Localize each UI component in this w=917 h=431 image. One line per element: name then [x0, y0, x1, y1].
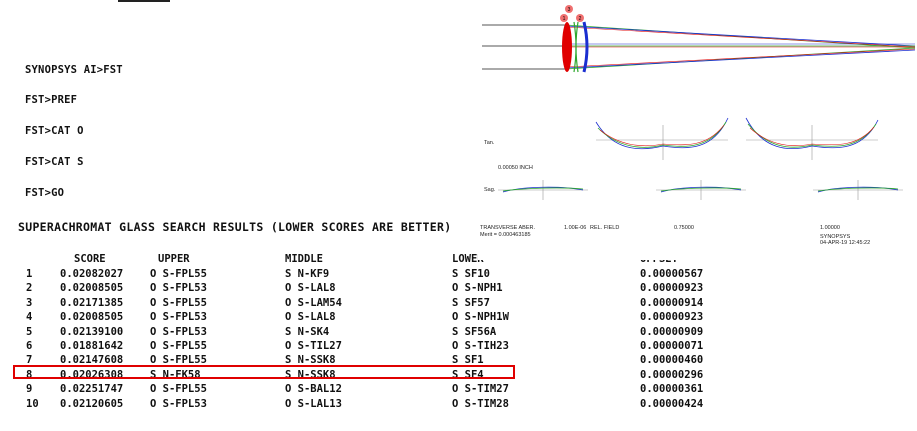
tan-label: Tan. — [484, 140, 495, 146]
table-cell-upper: O S-FPL53 — [150, 325, 207, 338]
table-cell-upper: O S-FPL55 — [150, 340, 207, 352]
table-cell-n: 6 — [26, 340, 33, 352]
table-cell-n: 10 — [26, 397, 39, 410]
table-cell-n: 7 — [26, 354, 33, 367]
table-cell-score: 0.02171385 — [60, 296, 124, 309]
command-line-4: FST>CAT S — [25, 156, 84, 168]
table-cell-middle: O S-TIL27 — [285, 340, 342, 352]
table-cell-middle: S N-SSK8 — [285, 354, 336, 367]
lens-elements: 3 1 2 — [560, 5, 589, 73]
table-cell-n: 5 — [26, 325, 33, 338]
highlight-box-row-7 — [13, 365, 515, 379]
column-header-lower: LOWER — [452, 253, 484, 265]
command-line-3: FST>CAT O — [25, 125, 84, 137]
table-cell-score: 0.02008505 — [60, 311, 124, 324]
table-cell-lower: S SF56A — [452, 325, 497, 338]
table-cell-n: 4 — [26, 311, 33, 324]
results-heading: SUPERACHROMAT GLASS SEARCH RESULTS (LOWE… — [18, 220, 452, 234]
table-cell-n: 1 — [26, 268, 33, 280]
table-cell-score: 0.02082027 — [60, 268, 124, 280]
field-full-value: 1.00000 — [820, 225, 840, 231]
table-cell-score: 0.02251747 — [60, 383, 124, 396]
column-header-upper: UPPER — [158, 253, 190, 265]
sag-label: Sag. — [484, 187, 496, 193]
rel-field-label: REL. FIELD — [590, 225, 620, 231]
table-cell-middle: O S-LAL8 — [285, 311, 336, 324]
table-cell-offset: 0.00000923 — [640, 282, 704, 295]
table-cell-middle: S N-SK4 — [285, 325, 330, 338]
svg-text:2: 2 — [579, 16, 582, 22]
timestamp: 04-APR-19 12:45:22 — [820, 240, 871, 246]
lens-analysis-panel: 3 1 2 — [478, 0, 917, 260]
table-cell-offset: 0.00000296 — [640, 368, 704, 381]
table-cell-upper: O S-FPL55 — [150, 268, 207, 280]
program-name: SYNOPSYS — [820, 234, 851, 240]
table-cell-lower: S SF1 — [452, 354, 484, 367]
table-cell-score: 0.02139100 — [60, 325, 124, 338]
table-cell-offset: 0.00000914 — [640, 296, 704, 309]
command-line-5: FST>GO — [25, 187, 65, 199]
lens-plot-svg: 3 1 2 — [482, 5, 916, 200]
table-cell-upper: O S-FPL53 — [150, 397, 207, 410]
table-cell-offset: 0.00000909 — [640, 325, 704, 338]
table-cell-offset: 0.00000923 — [640, 311, 704, 324]
command-line-2: FST>PREF — [25, 94, 78, 106]
table-cell-middle: O S-LAM54 — [285, 296, 342, 309]
table-cell-upper: O S-FPL55 — [150, 354, 207, 367]
transverse-aber-label: TRANSVERSE ABER. — [480, 225, 536, 231]
table-cell-upper: O S-FPL53 — [150, 282, 207, 295]
table-cell-upper: O S-FPL55 — [150, 383, 207, 396]
scale-label: 0.00050 INCH — [498, 165, 533, 171]
table-cell-offset: 0.00000460 — [640, 354, 704, 367]
table-cell-middle: S N-KF9 — [285, 268, 330, 280]
tan-plot — [595, 117, 879, 160]
table-cell-lower: S SF57 — [452, 296, 490, 309]
column-header-score: SCORE — [74, 253, 106, 265]
table-cell-offset: 0.00000567 — [640, 268, 704, 280]
table-cell-n: 8 — [26, 368, 33, 381]
table-cell-middle: O S-BAL12 — [285, 383, 342, 396]
table-cell-upper: O S-FPL53 — [150, 311, 207, 324]
table-cell-score: 0.02147608 — [60, 354, 124, 367]
svg-text:3: 3 — [568, 7, 571, 13]
table-cell-offset: 0.00000361 — [640, 383, 704, 396]
table-cell-score: 0.01881642 — [60, 340, 124, 352]
command-line-1: SYNOPSYS AI>FST — [25, 64, 123, 76]
merit-label: Merit = 0.000463185 — [480, 232, 531, 238]
table-cell-lower: O S-TIM27 — [452, 383, 509, 396]
scale-value: 1.00E-06 — [564, 225, 587, 231]
sag-plot — [498, 180, 903, 200]
table-cell-n: 2 — [26, 282, 33, 295]
table-cell-middle: O S-LAL8 — [285, 282, 336, 295]
table-cell-score: 0.02008505 — [60, 282, 124, 295]
column-header-middle: MIDDLE — [285, 253, 323, 265]
table-cell-lower: O S-TIM28 — [452, 397, 509, 410]
table-cell-lower: O S-NPH1 — [452, 282, 503, 295]
table-cell-lower: O S-NPH1W — [452, 311, 509, 324]
table-cell-n: 3 — [26, 296, 33, 309]
table-cell-offset: 0.00000424 — [640, 397, 704, 410]
table-cell-upper: O S-FPL55 — [150, 296, 207, 309]
svg-text:1: 1 — [563, 16, 566, 22]
table-cell-lower: O S-TIH23 — [452, 340, 509, 352]
field-mid-value: 0.75000 — [674, 225, 694, 231]
top-underline — [118, 0, 170, 2]
table-cell-lower: S SF10 — [452, 268, 490, 280]
table-cell-middle: O S-LAL13 — [285, 397, 342, 410]
table-cell-n: 9 — [26, 383, 33, 396]
table-cell-score: 0.02120605 — [60, 397, 124, 410]
ray-trace — [482, 24, 916, 70]
table-cell-offset: 0.00000071 — [640, 340, 704, 352]
